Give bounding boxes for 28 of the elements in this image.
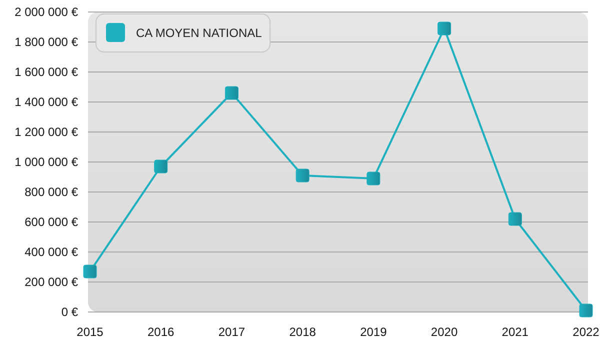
point [224,86,238,100]
x-tick-label: 2017 [218,325,246,339]
point [154,160,168,174]
point [508,212,522,226]
y-tick-label: 800 000 € [24,185,78,199]
point [83,264,97,278]
x-tick-label: 2021 [502,325,529,339]
y-tick-label: 1 400 000 € [14,95,78,109]
y-tick-label: 1 000 000 € [14,155,78,169]
y-tick-label: 1 800 000 € [14,35,78,49]
point [366,172,380,186]
y-tick-label: 1 600 000 € [14,65,78,79]
y-tick-label: 2 000 000 € [14,5,78,19]
x-tick-label: 2020 [430,325,458,339]
y-tick-label: 200 000 € [24,275,78,289]
y-tick-label: 400 000 € [24,245,78,259]
y-tick-label: 600 000 € [24,215,78,229]
legend-label: CA MOYEN NATIONAL [136,26,262,40]
point [579,304,593,318]
x-tick-label: 2022 [572,325,600,339]
x-tick-label: 2018 [289,325,316,339]
point [438,22,452,36]
point [296,168,310,182]
x-tick-label: 2015 [76,325,104,339]
y-tick-label: 1 200 000 € [14,125,78,139]
y-tick-label: 0 € [61,305,78,319]
x-tick-label: 2016 [148,325,175,339]
x-tick-label: 2019 [360,325,388,339]
